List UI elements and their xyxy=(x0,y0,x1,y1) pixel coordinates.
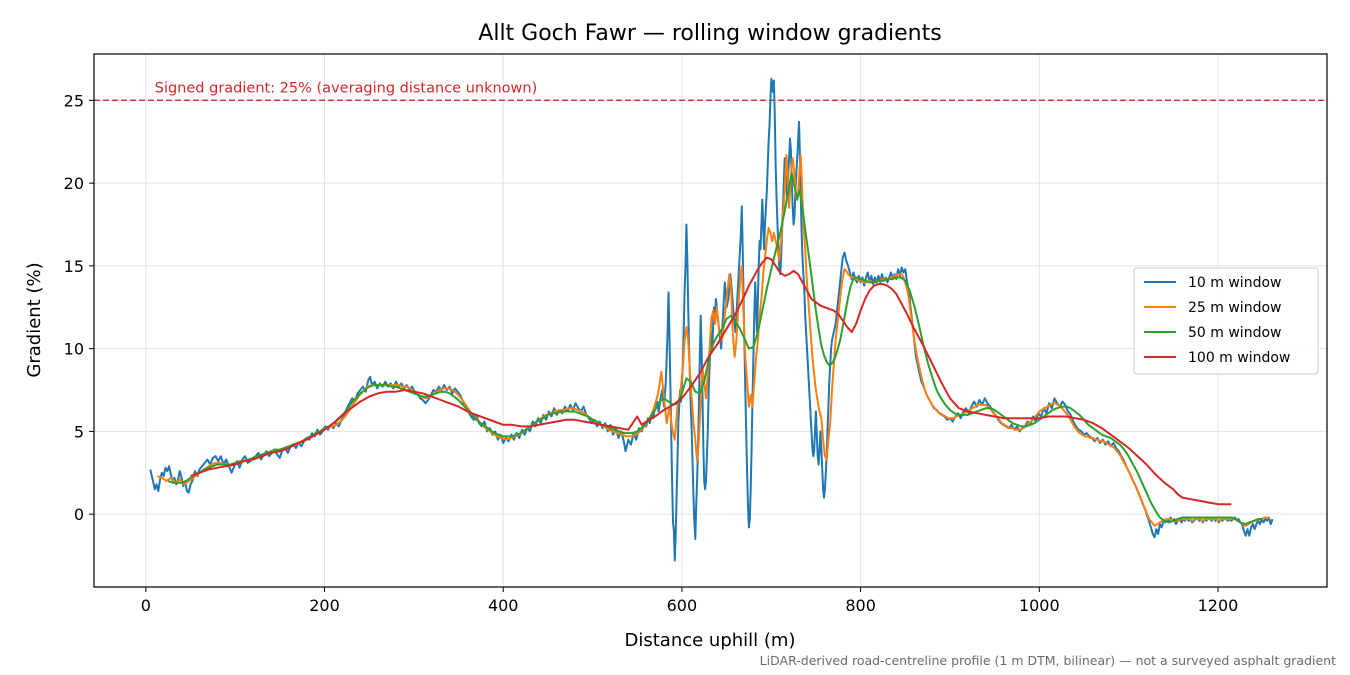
legend-box xyxy=(1133,267,1319,375)
axis-ticks: 0 200 400 600 800 1000 1200 0 5 10 15 20 25 xyxy=(64,91,1239,615)
legend-label: 50 m window xyxy=(1188,325,1281,341)
reference-line-label: Signed gradient: 25% (averaging distance… xyxy=(155,80,538,96)
y-tick-label: 0 xyxy=(74,505,84,524)
series-line-10-m-window xyxy=(149,77,1274,562)
x-tick-label: 0 xyxy=(141,596,151,615)
series-line-25-m-window xyxy=(157,154,1270,527)
plot-frame xyxy=(93,53,1328,588)
reference-line-group: Signed gradient: 25% (averaging distance… xyxy=(94,80,1327,102)
legend: 10 m window 25 m window 50 m window 100 m w… xyxy=(1133,267,1319,375)
chart-title: Allt Goch Fawr — rolling window gradient… xyxy=(478,21,941,46)
series-lines xyxy=(149,77,1274,562)
series-line-100-m-window xyxy=(190,256,1232,506)
x-axis-label: Distance uphill (m) xyxy=(625,630,796,651)
footnote: LiDAR-derived road-centreline profile (1… xyxy=(760,653,1336,668)
legend-label: 10 m window xyxy=(1188,275,1281,291)
x-tick-label: 1000 xyxy=(1019,596,1060,615)
y-tick-label: 10 xyxy=(64,340,84,359)
x-tick-label: 1200 xyxy=(1198,596,1239,615)
x-tick-label: 800 xyxy=(845,596,876,615)
y-tick-label: 25 xyxy=(64,91,84,110)
legend-label: 100 m window xyxy=(1188,350,1290,366)
y-tick-label: 20 xyxy=(64,174,84,193)
series-line-50-m-window xyxy=(167,172,1263,526)
y-tick-label: 5 xyxy=(74,422,84,441)
y-axis-label: Gradient (%) xyxy=(24,262,45,377)
x-tick-label: 600 xyxy=(667,596,698,615)
x-tick-label: 400 xyxy=(488,596,519,615)
y-tick-label: 15 xyxy=(64,257,84,276)
x-tick-label: 200 xyxy=(309,596,340,615)
legend-label: 25 m window xyxy=(1188,300,1281,316)
